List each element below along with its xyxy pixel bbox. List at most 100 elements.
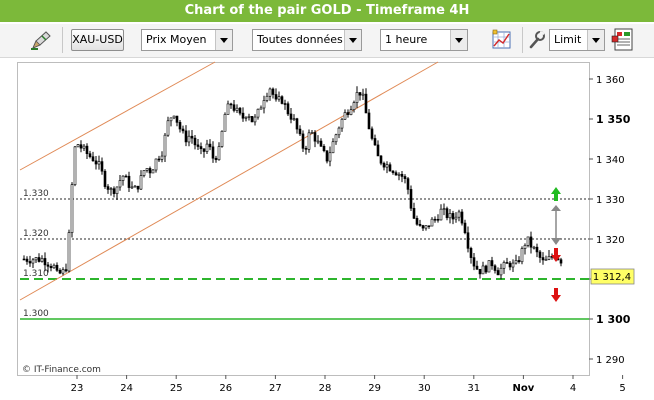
- candle: [130, 181, 134, 190]
- candle: [310, 130, 314, 134]
- candle: [280, 95, 284, 105]
- candle: [517, 256, 521, 264]
- candle: [442, 203, 446, 216]
- price-type-value: Prix Moyen: [146, 33, 207, 46]
- candle: [421, 224, 425, 232]
- candle: [493, 264, 497, 274]
- price-type-select[interactable]: Prix Moyen: [141, 29, 233, 51]
- data-filter-select[interactable]: Toutes données: [252, 29, 362, 51]
- x-tick-label: 5: [619, 383, 625, 394]
- data-filter-value: Toutes données: [257, 33, 343, 46]
- candle: [349, 105, 353, 116]
- candle: [262, 95, 266, 114]
- candle: [448, 208, 452, 224]
- arrow-down-icon[interactable]: [551, 288, 561, 302]
- candle: [160, 151, 164, 163]
- candle: [484, 264, 488, 274]
- candle: [157, 155, 161, 162]
- candle: [172, 115, 176, 120]
- candle: [181, 125, 185, 134]
- symbol-button[interactable]: XAU-USD: [71, 29, 124, 51]
- candle: [178, 119, 182, 133]
- chevron-down-icon[interactable]: [344, 30, 361, 50]
- candle: [241, 107, 245, 122]
- candle: [478, 268, 482, 279]
- candle: [205, 139, 209, 155]
- trend-channel-upper[interactable]: [19, 61, 216, 171]
- candle: [463, 219, 467, 235]
- candle: [208, 139, 212, 151]
- copyright-label: © IT-Finance.com: [22, 365, 101, 375]
- arrow-down-icon[interactable]: [551, 248, 561, 262]
- trend-channel-lower[interactable]: [19, 61, 439, 301]
- candle: [259, 105, 263, 110]
- candle: [403, 174, 407, 184]
- candle: [439, 204, 443, 221]
- candle: [190, 130, 194, 144]
- order-type-select[interactable]: Limit: [549, 29, 605, 51]
- candle: [82, 144, 86, 151]
- candle: [382, 161, 386, 171]
- candle: [502, 260, 506, 274]
- x-tick-label: 4: [570, 383, 576, 394]
- candle: [52, 263, 56, 269]
- candle: [514, 254, 518, 265]
- candle: [277, 91, 281, 102]
- candle: [40, 255, 44, 263]
- pencil-icon[interactable]: [28, 29, 54, 51]
- candle: [106, 184, 110, 194]
- candle: [529, 231, 533, 254]
- chart-grid-icon[interactable]: [490, 29, 514, 51]
- x-tick-label: 29: [368, 383, 381, 394]
- chevron-down-icon[interactable]: [215, 30, 232, 50]
- candle: [334, 133, 338, 145]
- candle: [112, 186, 116, 198]
- candle: [226, 100, 230, 115]
- candle: [166, 116, 170, 137]
- y-tick-label: 1 340: [596, 155, 625, 166]
- candle: [217, 142, 221, 161]
- level-label: 1.320: [23, 229, 49, 239]
- candle: [511, 259, 515, 272]
- wrench-icon[interactable]: [527, 29, 547, 51]
- candle: [202, 148, 206, 158]
- chevron-down-icon[interactable]: [450, 30, 467, 50]
- candle: [109, 186, 113, 196]
- candle: [64, 263, 68, 273]
- candle: [343, 109, 347, 120]
- chevron-down-icon[interactable]: [587, 30, 604, 50]
- candle: [460, 209, 464, 226]
- order-type-value: Limit: [554, 33, 582, 46]
- y-tick-label: 1 350: [596, 113, 631, 126]
- candle: [400, 170, 404, 183]
- candle: [271, 87, 275, 99]
- candle: [457, 209, 461, 222]
- candle: [388, 162, 392, 172]
- candle: [394, 170, 398, 176]
- candle: [94, 155, 98, 170]
- candle: [352, 100, 356, 113]
- candle: [412, 202, 416, 219]
- candle: [505, 257, 509, 264]
- candle: [424, 225, 428, 231]
- candle: [49, 263, 53, 272]
- candle: [22, 255, 26, 261]
- candle: [25, 256, 29, 265]
- candle: [58, 268, 62, 275]
- candle: [70, 182, 74, 238]
- candle: [487, 260, 491, 273]
- candle: [436, 214, 440, 223]
- candle: [472, 252, 476, 271]
- level-label: 1.310: [23, 269, 49, 279]
- candle: [304, 145, 308, 155]
- candle: [391, 170, 395, 175]
- arrow-up-icon[interactable]: [551, 187, 561, 201]
- candle: [298, 125, 302, 137]
- candle: [508, 260, 512, 271]
- order-panel-icon[interactable]: [611, 28, 637, 51]
- timeframe-select[interactable]: 1 heure: [380, 29, 468, 51]
- triangle-down-icon[interactable]: [551, 238, 561, 245]
- x-tick-label: 23: [71, 383, 84, 394]
- candle: [223, 112, 227, 132]
